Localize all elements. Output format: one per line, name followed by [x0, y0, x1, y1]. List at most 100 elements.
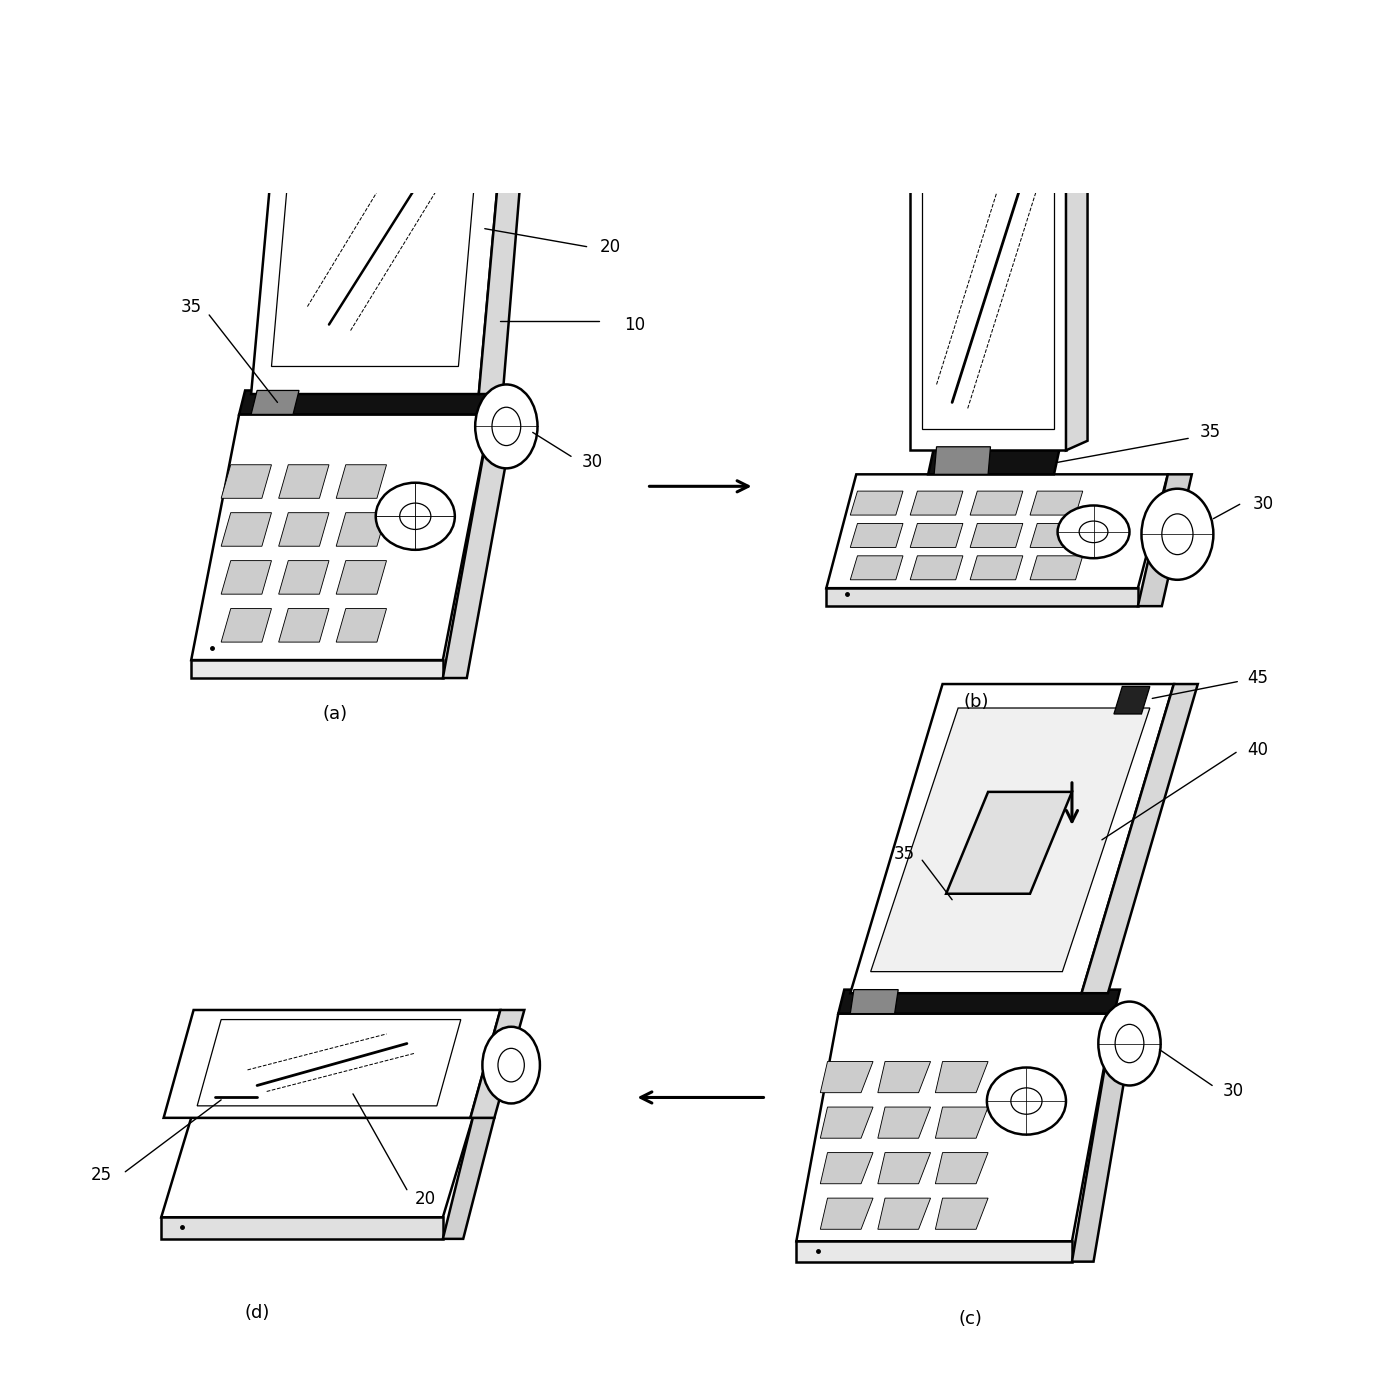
Polygon shape [1137, 474, 1192, 607]
Polygon shape [370, 70, 434, 78]
Polygon shape [796, 1241, 1071, 1261]
Ellipse shape [482, 1026, 540, 1103]
Polygon shape [251, 62, 508, 394]
Text: (b): (b) [964, 693, 989, 712]
Polygon shape [161, 1218, 443, 1239]
Polygon shape [251, 390, 299, 414]
Polygon shape [821, 1061, 873, 1093]
Polygon shape [443, 1118, 494, 1239]
Polygon shape [826, 474, 1168, 589]
Polygon shape [240, 390, 497, 414]
Polygon shape [1066, 57, 1088, 450]
Polygon shape [910, 67, 1066, 450]
Polygon shape [850, 523, 903, 548]
Polygon shape [826, 589, 1137, 607]
Polygon shape [1081, 684, 1198, 993]
Ellipse shape [1142, 489, 1213, 580]
Polygon shape [471, 1009, 525, 1118]
Polygon shape [222, 464, 271, 498]
Polygon shape [479, 62, 530, 394]
Polygon shape [821, 1198, 873, 1229]
Polygon shape [796, 1014, 1114, 1241]
Polygon shape [934, 447, 990, 474]
Ellipse shape [399, 503, 431, 530]
Polygon shape [222, 513, 271, 547]
Polygon shape [191, 414, 490, 660]
Polygon shape [910, 57, 1088, 67]
Polygon shape [877, 1198, 931, 1229]
Polygon shape [443, 414, 515, 678]
Polygon shape [850, 684, 1173, 993]
Ellipse shape [376, 482, 454, 549]
Polygon shape [839, 990, 1120, 1014]
Text: (a): (a) [322, 705, 347, 723]
Polygon shape [877, 1061, 931, 1093]
Polygon shape [336, 464, 387, 498]
Polygon shape [278, 561, 329, 594]
Ellipse shape [987, 1068, 1066, 1135]
Polygon shape [1114, 686, 1150, 714]
Text: 30: 30 [582, 453, 603, 471]
Polygon shape [935, 1198, 989, 1229]
Polygon shape [910, 491, 963, 514]
Polygon shape [1030, 491, 1082, 514]
Polygon shape [336, 561, 387, 594]
Text: 30: 30 [1223, 1082, 1245, 1100]
Polygon shape [935, 1061, 989, 1093]
Polygon shape [928, 447, 1060, 474]
Polygon shape [935, 1107, 989, 1138]
Polygon shape [336, 608, 387, 642]
Text: 45: 45 [1248, 670, 1268, 686]
Polygon shape [877, 1152, 931, 1184]
Polygon shape [821, 1152, 873, 1184]
Polygon shape [1030, 556, 1082, 580]
Polygon shape [923, 109, 1053, 429]
Polygon shape [910, 523, 963, 548]
Polygon shape [197, 1019, 461, 1106]
Polygon shape [821, 1107, 873, 1138]
Polygon shape [877, 1107, 931, 1138]
Polygon shape [971, 556, 1023, 580]
Polygon shape [935, 1152, 989, 1184]
Polygon shape [850, 491, 903, 514]
Ellipse shape [1099, 1001, 1161, 1085]
Polygon shape [222, 561, 271, 594]
Polygon shape [946, 791, 1071, 893]
Text: 20: 20 [414, 1190, 435, 1208]
Polygon shape [850, 990, 898, 1014]
Text: 35: 35 [894, 846, 914, 863]
Polygon shape [971, 523, 1023, 548]
Ellipse shape [492, 407, 521, 446]
Text: 40: 40 [1248, 741, 1268, 759]
Ellipse shape [498, 1048, 525, 1082]
Polygon shape [278, 608, 329, 642]
Polygon shape [278, 464, 329, 498]
Ellipse shape [1011, 1088, 1042, 1114]
Polygon shape [161, 1118, 472, 1218]
Polygon shape [870, 707, 1150, 972]
Polygon shape [336, 513, 387, 547]
Text: 10: 10 [624, 316, 646, 334]
Polygon shape [971, 491, 1023, 514]
Polygon shape [191, 660, 443, 678]
Polygon shape [1071, 1014, 1136, 1261]
Polygon shape [278, 513, 329, 547]
Polygon shape [222, 608, 271, 642]
Ellipse shape [1080, 521, 1108, 542]
Polygon shape [164, 1009, 500, 1118]
Polygon shape [1030, 523, 1082, 548]
Text: 35: 35 [180, 298, 202, 316]
Ellipse shape [1058, 506, 1129, 558]
Ellipse shape [1162, 514, 1192, 555]
Text: 30: 30 [1253, 495, 1274, 513]
Polygon shape [271, 91, 482, 366]
Polygon shape [850, 556, 903, 580]
Text: 35: 35 [1199, 424, 1220, 442]
Text: 20: 20 [600, 238, 621, 256]
Text: (c): (c) [958, 1310, 982, 1328]
Ellipse shape [1115, 1025, 1144, 1062]
Ellipse shape [475, 384, 537, 468]
Polygon shape [910, 556, 963, 580]
Text: (d): (d) [244, 1304, 270, 1323]
Text: 25: 25 [91, 1166, 112, 1184]
